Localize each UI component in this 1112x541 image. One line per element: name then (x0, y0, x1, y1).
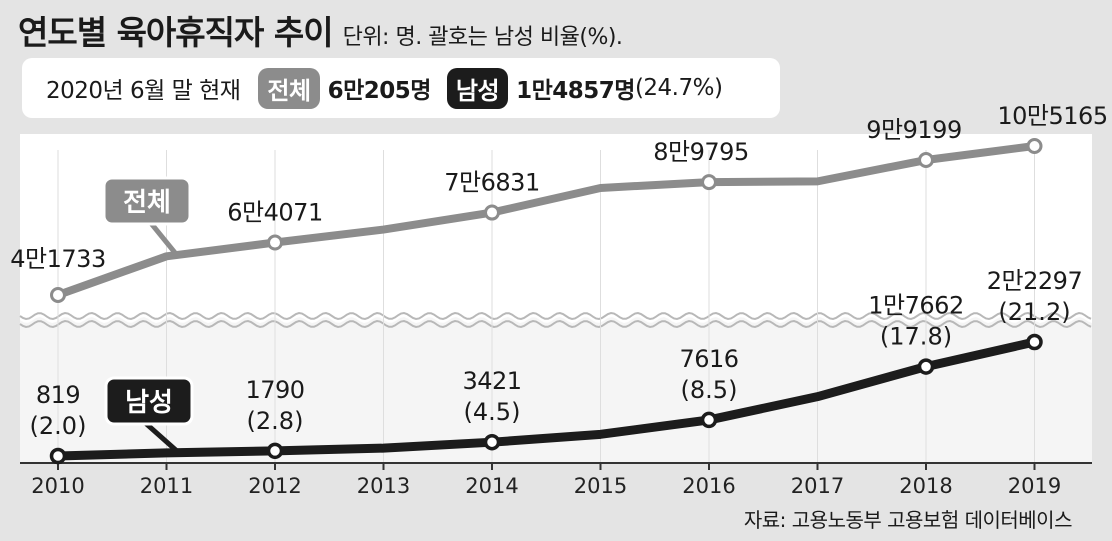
unit-note: 단위: 명. 괄호는 남성 비율(%). (342, 25, 623, 50)
axis-break-line-1 (19, 311, 1092, 321)
male-pct-label-2010: (2.0) (30, 412, 87, 440)
male-value-label-2012: 1790 (245, 376, 304, 404)
chart-title: 연도별 육아휴직자 추이 (18, 13, 334, 52)
summary-date: 2020년 6월 말 현재 (46, 78, 241, 104)
male-value-label-2019: 2만2297 (987, 267, 1082, 295)
total-marker-2019 (1026, 138, 1043, 154)
male-series-label-box (104, 376, 194, 426)
male-value-label-2010: 819 (36, 381, 80, 409)
total-marker-2014 (484, 204, 500, 221)
male-marker-2012 (266, 442, 284, 460)
x-tick-label-2017: 2017 (791, 474, 844, 498)
male-pct-label-2016: (8.5) (681, 376, 738, 404)
male-series-label: 남성 (125, 388, 173, 418)
male-marker-2010 (49, 447, 67, 465)
total-marker-2012 (267, 234, 283, 251)
male-value: 1만4857명 (516, 78, 635, 104)
x-tick-label-2014: 2014 (465, 474, 518, 498)
total-value-label-2018: 9만9199 (866, 116, 961, 144)
total-value-label-2012: 6만4071 (227, 199, 322, 227)
total-value-label-2019: 10만5165 (997, 102, 1107, 130)
male-badge: 남성 (446, 67, 509, 109)
male-series-line (53, 337, 1039, 461)
total-marker-2010 (50, 287, 66, 303)
male-value-label-2018: 1만7662 (868, 292, 963, 320)
x-tick-label-2010: 2010 (31, 474, 84, 498)
x-tick-label-2013: 2013 (357, 474, 410, 498)
total-value: 6만205명 (327, 78, 432, 104)
title-row: 연도별 육아휴직자 추이 단위: 명. 괄호는 남성 비율(%). (18, 6, 623, 52)
male-marker-2016 (700, 411, 718, 429)
male-marker-2019 (1026, 333, 1043, 351)
x-tick-label-2011: 2011 (140, 474, 193, 498)
total-series-line (54, 142, 1039, 299)
x-tick-label-2019: 2019 (1008, 474, 1061, 498)
x-tick-label-2012: 2012 (248, 474, 301, 498)
male-value-label-2016: 7616 (679, 345, 738, 373)
male-pct-label-2019: (21.2) (998, 298, 1070, 326)
x-tick-label-2016: 2016 (682, 474, 735, 498)
male-pct: (24.7%) (634, 75, 723, 101)
total-series-label: 전체 (123, 188, 171, 218)
total-value-label-2010: 4만1733 (10, 245, 105, 273)
male-pct-label-2014: (4.5) (464, 398, 521, 426)
male-marker-2018 (917, 358, 935, 375)
male-value-label-2014: 3421 (462, 367, 521, 395)
x-tick-label-2015: 2015 (574, 474, 627, 498)
source-note: 자료: 고용노동부 고용보험 데이터베이스 (743, 508, 1073, 532)
total-marker-2018 (918, 152, 934, 169)
male-pct-label-2018: (17.8) (880, 323, 952, 351)
male-pct-label-2012: (2.8) (247, 407, 304, 435)
total-series-label-box (102, 176, 192, 226)
total-value-label-2016: 8만9795 (653, 138, 748, 166)
axis-break-line-2 (19, 319, 1092, 329)
summary-box: 2020년 6월 말 현재 전체 6만205명 남성 1만4857명 (24.7… (22, 58, 780, 118)
x-tick-label-2018: 2018 (899, 474, 952, 498)
total-marker-2016 (701, 174, 717, 191)
total-label-leader (148, 220, 178, 256)
total-badge: 전체 (258, 67, 320, 109)
male-marker-2014 (483, 433, 501, 451)
lower-band (20, 317, 1092, 463)
total-value-label-2014: 7만6831 (444, 169, 539, 197)
